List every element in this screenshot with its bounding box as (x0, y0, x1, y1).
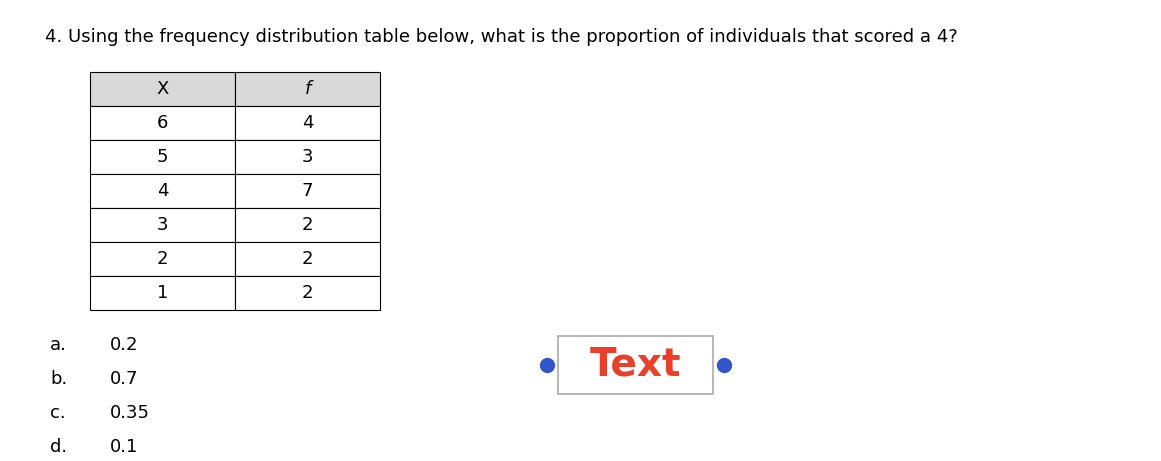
Bar (235, 276, 380, 310)
Text: c.: c. (50, 404, 66, 422)
Text: 4: 4 (157, 182, 168, 200)
Text: 0.7: 0.7 (110, 370, 138, 388)
Bar (91, 72, 235, 106)
Text: 0.35: 0.35 (110, 404, 150, 422)
Bar (91, 106, 235, 140)
Text: 3: 3 (302, 148, 313, 166)
Text: 1: 1 (157, 284, 168, 302)
Bar (235, 106, 380, 140)
Bar (557, 336, 713, 394)
Text: 5: 5 (157, 148, 168, 166)
Text: 7: 7 (302, 182, 313, 200)
Bar (91, 276, 235, 310)
Bar (91, 140, 235, 174)
Bar (235, 174, 380, 208)
Text: d.: d. (50, 438, 67, 456)
Text: 2: 2 (157, 250, 168, 268)
Text: 2: 2 (302, 216, 313, 234)
Text: 4: 4 (302, 114, 313, 132)
Text: 3: 3 (157, 216, 168, 234)
Text: 2: 2 (302, 284, 313, 302)
Bar (91, 174, 235, 208)
Text: f: f (304, 80, 311, 98)
Text: a.: a. (50, 336, 67, 354)
Bar (235, 72, 380, 106)
Bar (235, 242, 380, 276)
Text: 0.1: 0.1 (110, 438, 138, 456)
Text: 6: 6 (157, 114, 168, 132)
Text: 0.2: 0.2 (110, 336, 138, 354)
Bar (235, 140, 380, 174)
Text: 4. Using the frequency distribution table below, what is the proportion of indiv: 4. Using the frequency distribution tabl… (45, 28, 958, 46)
Text: X: X (157, 80, 168, 98)
Text: b.: b. (50, 370, 67, 388)
Text: 2: 2 (302, 250, 313, 268)
Bar (235, 208, 380, 242)
Bar (91, 208, 235, 242)
Text: Text: Text (590, 346, 680, 384)
Bar (91, 242, 235, 276)
